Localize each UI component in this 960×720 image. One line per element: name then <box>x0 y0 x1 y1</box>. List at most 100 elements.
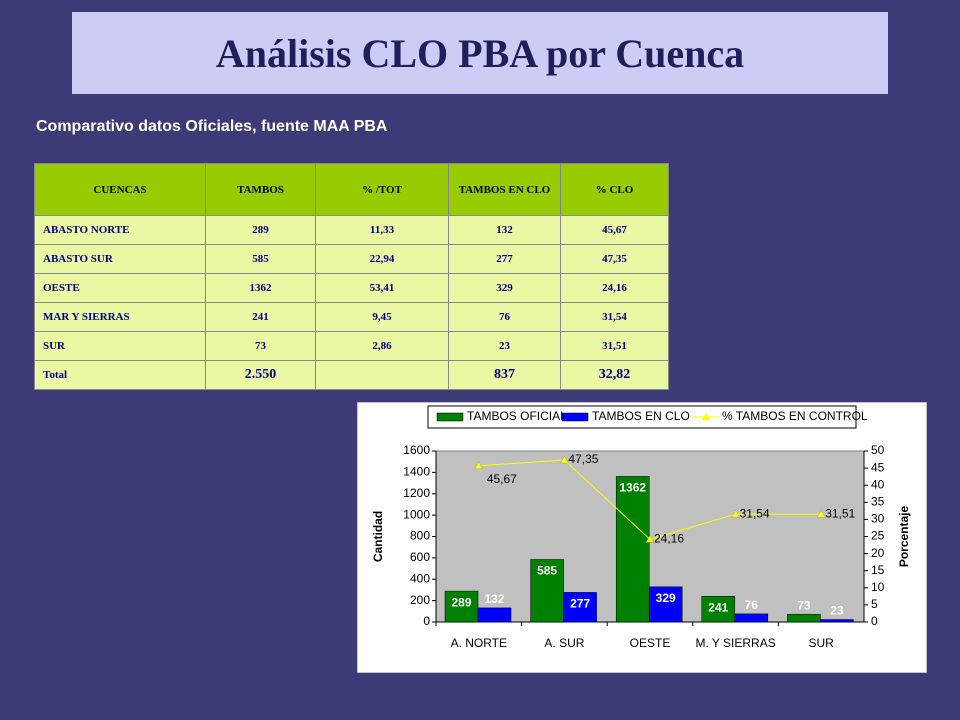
y2-tick-label: 15 <box>871 563 885 577</box>
table-cell: Total <box>34 360 206 390</box>
legend-swatch <box>561 412 589 422</box>
y-tick-label: 1200 <box>403 486 430 500</box>
table-cell: ABASTO NORTE <box>34 215 206 245</box>
bar <box>787 613 821 623</box>
y-tick-label: 0 <box>423 614 430 628</box>
y2-tick-label: 20 <box>871 546 885 560</box>
y-tick-label: 200 <box>410 593 430 607</box>
table-row: MAR Y SIERRAS 241 9,45 76 31,54 <box>34 302 669 332</box>
line-value-label: 45,67 <box>487 472 517 486</box>
table-cell: 289 <box>205 215 316 245</box>
bar-value-label: 585 <box>537 564 557 578</box>
bar <box>734 613 769 623</box>
subtitle: Comparativo datos Oficiales, fuente MAA … <box>36 118 388 135</box>
y-tick-label: 1600 <box>403 443 430 457</box>
table-cell: 11,33 <box>315 215 449 245</box>
table-cell: 73 <box>205 331 316 361</box>
table-cell: 31,54 <box>560 302 669 332</box>
title: Análisis CLO PBA por Cuenca <box>215 30 745 76</box>
table-row: OESTE 1362 53,41 329 24,16 <box>34 273 669 303</box>
y2-tick-label: 10 <box>871 580 885 594</box>
y-tick-label: 600 <box>410 550 430 564</box>
table-cell: 22,94 <box>315 244 449 274</box>
bar-value-label: 23 <box>830 604 844 618</box>
table-cell: 2,86 <box>315 331 449 361</box>
table-cell: 241 <box>205 302 316 332</box>
table-cell: 24,16 <box>560 273 669 303</box>
bar <box>477 607 512 623</box>
chart: 0 200 400 600 800 1000 1200 1400 1600 0 5 10 15 20 25 3… <box>357 402 927 673</box>
table-body: CUENCAS TAMBOS% /TOT TAMBOS EN CLO% CLO ABA… <box>34 163 669 390</box>
table-cell: 31,51 <box>560 331 669 361</box>
table-row: SUR 73 2,86 23 31,51 <box>34 331 669 361</box>
bar <box>701 595 736 623</box>
bar-value-label: 132 <box>484 592 504 606</box>
table-cell: 1362 <box>205 273 316 303</box>
y-tick-label: 1000 <box>403 507 430 521</box>
bar-value-label: 1362 <box>619 481 646 495</box>
y2-tick-label: 5 <box>871 597 878 611</box>
y2-tick-label: 0 <box>871 614 878 628</box>
line-marker <box>816 509 826 518</box>
x-tick-label: A. SUR <box>544 636 584 650</box>
table-cell: 53,41 <box>315 273 449 303</box>
legend-label: % TAMBOS EN CONTROL <box>722 409 868 423</box>
bar <box>615 476 650 623</box>
bar-value-label: 76 <box>745 598 759 612</box>
line-value-label: 31,51 <box>825 506 855 520</box>
line-value-label: 31,54 <box>740 506 770 520</box>
bar-value-label: 329 <box>656 591 676 605</box>
line-value-label: 24,16 <box>654 532 684 546</box>
x-tick-label: SUR <box>809 636 835 650</box>
table-cell: 47,35 <box>560 244 669 274</box>
line-marker <box>731 509 741 518</box>
bar-value-label: 277 <box>570 597 590 611</box>
header-cell: CUENCAS <box>34 163 206 216</box>
table-cell: 45,67 <box>560 215 669 245</box>
bar-value-label: 241 <box>708 600 728 614</box>
y2-axis-title: Porcentaje <box>897 505 911 567</box>
line-marker <box>645 534 655 543</box>
bar-value-label: 289 <box>451 595 471 609</box>
x-tick-label: A. NORTE <box>451 636 507 650</box>
table-cell <box>315 360 449 390</box>
legend-box <box>427 405 857 429</box>
table-cell: 76 <box>448 302 561 332</box>
table-cell: 32,82 <box>560 360 669 390</box>
y2-tick-label: 25 <box>871 529 885 543</box>
y-tick-label: 800 <box>410 529 430 543</box>
table-cell: MAR Y SIERRAS <box>34 302 206 332</box>
data-table: CUENCAS TAMBOS% /TOT TAMBOS EN CLO% CLO ABA… <box>34 163 669 390</box>
table-row: ABASTO SUR 585 22,94 277 47,35 <box>34 244 669 274</box>
header-cell: % CLO <box>560 163 669 216</box>
table-cell: 132 <box>448 215 561 245</box>
line-marker <box>559 455 569 464</box>
bar <box>530 559 564 623</box>
table-cell: 585 <box>205 244 316 274</box>
table-row: ABASTO NORTE 289 11,33 132 45,67 <box>34 215 669 245</box>
header-row: CUENCAS TAMBOS% /TOT TAMBOS EN CLO% CLO <box>34 163 669 216</box>
y2-tick-label: 30 <box>871 512 885 526</box>
table-cell: SUR <box>34 331 206 361</box>
y2-tick-label: 50 <box>871 443 885 457</box>
legend-swatch <box>436 412 464 422</box>
bar <box>444 590 479 623</box>
x-tick-label: M. Y SIERRAS <box>695 636 775 650</box>
table-cell: 837 <box>448 360 561 390</box>
table-cell: 277 <box>448 244 561 274</box>
y2-tick-label: 45 <box>871 460 885 474</box>
y-tick-label: 1400 <box>403 465 430 479</box>
legend-label: TAMBOS EN CLO <box>592 409 690 423</box>
table-cell: 23 <box>448 331 561 361</box>
y2-tick-label: 40 <box>871 477 885 491</box>
bar-value-label: 73 <box>797 598 811 612</box>
title-box: Análisis CLO PBA por Cuenca <box>72 12 888 94</box>
header-cell: TAMBOS EN CLO <box>448 163 561 216</box>
header-cell: % /TOT <box>315 163 449 216</box>
table-cell: OESTE <box>34 273 206 303</box>
y2-tick-label: 35 <box>871 494 885 508</box>
legend-marker <box>702 413 710 420</box>
x-tick-label: OESTE <box>630 636 671 650</box>
table-cell: 9,45 <box>315 302 449 332</box>
